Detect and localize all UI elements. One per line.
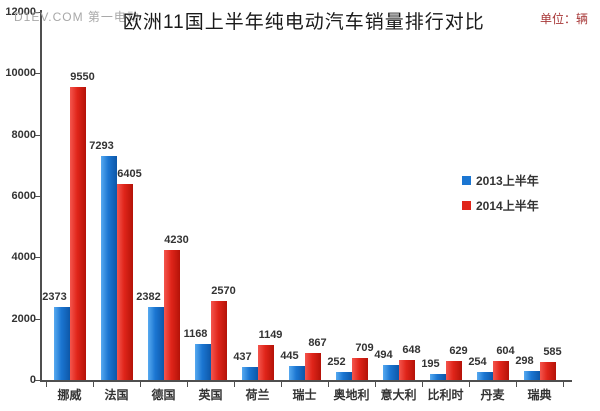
- legend-label-2013: 2013上半年: [476, 174, 539, 188]
- bar-2014上半年-奥地利: [351, 358, 368, 380]
- value-label-2014上半年-英国: 2570: [211, 285, 236, 298]
- y-axis-tick-label: 6000: [11, 190, 36, 202]
- value-label-2014上半年-意大利: 648: [402, 344, 421, 357]
- value-label-2013上半年-瑞士: 445: [280, 350, 299, 363]
- legend-label-2014: 2014上半年: [476, 199, 539, 213]
- bar-2013上半年-荷兰: [241, 366, 258, 380]
- x-axis-category-label: 比利时: [427, 388, 464, 402]
- y-axis-tick-label: 12000: [5, 6, 36, 18]
- bar-2014上半年-丹麦: [492, 361, 509, 380]
- x-axis-category-label: 荷兰: [245, 388, 270, 402]
- value-label-2014上半年-法国: 6405: [117, 167, 142, 180]
- x-axis-category-label: 英国: [198, 388, 223, 402]
- x-axis-tick-mark: [234, 382, 235, 387]
- x-axis-tick-mark: [422, 382, 423, 387]
- site-watermark: D1EV.COM 第一电动: [14, 10, 140, 24]
- value-label-2014上半年-德国: 4230: [164, 234, 189, 247]
- y-axis-tick-mark: [35, 196, 41, 197]
- value-label-2013上半年-丹麦: 254: [468, 356, 487, 369]
- value-label-2013上半年-法国: 7293: [89, 140, 114, 153]
- bar-2013上半年-意大利: [382, 364, 399, 380]
- legend-swatch-blue: [462, 176, 471, 185]
- value-label-2014上半年-荷兰: 1149: [258, 328, 283, 341]
- y-axis-tick-mark: [35, 73, 41, 75]
- x-axis-tick-mark: [375, 382, 376, 387]
- legend-item-2013: 2013上半年: [462, 168, 539, 193]
- x-axis-tick-mark: [328, 382, 329, 387]
- chart-legend: 2013上半年 2014上半年: [462, 168, 539, 218]
- y-axis-tick-mark: [35, 257, 41, 259]
- bar-2014上半年-瑞士: [304, 353, 321, 380]
- bar-2014上半年-挪威: [69, 87, 86, 380]
- x-axis-tick-mark: [93, 382, 94, 387]
- x-axis-tick-mark: [469, 382, 470, 387]
- x-axis-tick-mark: [281, 382, 282, 387]
- bar-2014上半年-瑞典: [539, 362, 556, 380]
- value-label-2013上半年-意大利: 494: [374, 348, 393, 361]
- x-axis-category-label: 德国: [151, 388, 176, 402]
- value-label-2014上半年-奥地利: 709: [355, 342, 374, 355]
- bar-2013上半年-德国: [147, 306, 164, 380]
- chart-title: 欧洲11国上半年纯电动汽车销量排行对比: [123, 12, 485, 33]
- value-label-2014上半年-丹麦: 604: [496, 345, 515, 358]
- y-axis-tick-label: 2000: [11, 312, 36, 325]
- x-axis-category-label: 法国: [104, 388, 129, 402]
- bar-2013上半年-法国: [100, 156, 117, 380]
- value-label-2013上半年-德国: 2382: [136, 290, 161, 303]
- value-label-2013上半年-荷兰: 437: [233, 350, 252, 363]
- legend-swatch-red: [462, 201, 471, 210]
- bar-2013上半年-丹麦: [476, 372, 493, 380]
- x-axis-tick-mark: [140, 382, 141, 387]
- bar-2014上半年-比利时: [445, 360, 462, 380]
- value-label-2013上半年-比利时: 195: [421, 358, 440, 371]
- value-label-2014上半年-瑞士: 867: [308, 337, 327, 350]
- bar-2013上半年-英国: [194, 344, 211, 380]
- y-axis-tick-label: 10000: [5, 67, 36, 80]
- x-axis-category-label: 瑞士: [292, 388, 317, 402]
- y-axis-tick-label: 8000: [11, 128, 36, 141]
- x-axis-tick-mark: [46, 382, 47, 387]
- bar-2014上半年-荷兰: [257, 344, 274, 380]
- value-label-2013上半年-瑞典: 298: [515, 354, 534, 367]
- x-axis-line: [40, 380, 572, 382]
- bar-2014上半年-德国: [163, 250, 180, 380]
- x-axis-category-label: 挪威: [57, 388, 82, 402]
- bar-2013上半年-挪威: [53, 307, 70, 380]
- y-axis-tick-mark: [35, 318, 41, 320]
- y-axis-tick-mark: [35, 380, 41, 381]
- x-axis-tick-mark: [187, 382, 188, 387]
- x-axis-category-label: 丹麦: [480, 388, 505, 402]
- bar-2014上半年-意大利: [398, 360, 415, 380]
- x-axis-tick-mark: [563, 382, 564, 387]
- value-label-2013上半年-奥地利: 252: [327, 356, 346, 369]
- value-label-2013上半年-英国: 1168: [183, 328, 208, 341]
- legend-item-2014: 2014上半年: [462, 193, 539, 218]
- unit-label: 单位：辆: [539, 12, 588, 26]
- value-label-2014上半年-比利时: 629: [449, 344, 468, 357]
- bar-2013上半年-比利时: [429, 374, 446, 380]
- y-axis-tick-mark: [35, 134, 41, 136]
- value-label-2013上半年-挪威: 2373: [42, 291, 67, 304]
- y-axis-tick-label: 4000: [11, 251, 36, 264]
- bar-2013上半年-瑞士: [288, 366, 305, 380]
- x-axis-category-label: 奥地利: [333, 388, 370, 402]
- bar-2014上半年-法国: [116, 183, 133, 380]
- y-axis-tick-mark: [35, 12, 41, 13]
- x-axis-category-label: 意大利: [380, 388, 417, 402]
- y-axis-line: [40, 10, 42, 382]
- x-axis-category-label: 瑞典: [527, 388, 552, 402]
- bar-2013上半年-奥地利: [335, 372, 352, 380]
- value-label-2014上半年-挪威: 9550: [70, 71, 95, 84]
- y-axis-tick-label: 0: [29, 374, 36, 386]
- value-label-2014上半年-瑞典: 585: [543, 346, 562, 359]
- bar-2013上半年-瑞典: [523, 370, 540, 380]
- x-axis-tick-mark: [516, 382, 517, 387]
- bar-2014上半年-英国: [210, 301, 227, 380]
